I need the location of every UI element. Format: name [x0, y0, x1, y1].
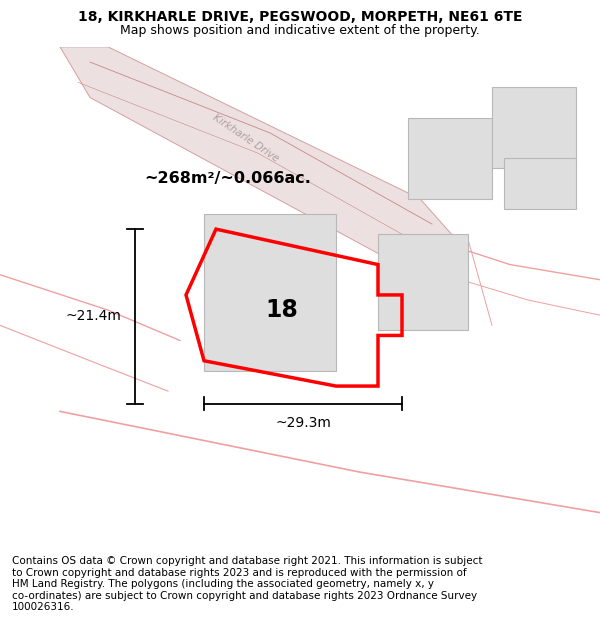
Polygon shape [504, 158, 576, 209]
Text: Map shows position and indicative extent of the property.: Map shows position and indicative extent… [120, 24, 480, 36]
Polygon shape [408, 118, 492, 199]
Polygon shape [60, 47, 456, 269]
Text: Kirkharle Drive: Kirkharle Drive [211, 112, 281, 164]
Polygon shape [378, 234, 468, 331]
Text: Contains OS data © Crown copyright and database right 2021. This information is : Contains OS data © Crown copyright and d… [12, 556, 482, 612]
Polygon shape [204, 214, 336, 371]
Text: 18: 18 [266, 298, 298, 322]
Polygon shape [492, 88, 576, 168]
Text: 18, KIRKHARLE DRIVE, PEGSWOOD, MORPETH, NE61 6TE: 18, KIRKHARLE DRIVE, PEGSWOOD, MORPETH, … [78, 10, 522, 24]
Text: ~268m²/~0.066ac.: ~268m²/~0.066ac. [145, 171, 311, 186]
Text: ~29.3m: ~29.3m [275, 416, 331, 431]
Text: ~21.4m: ~21.4m [66, 309, 122, 324]
